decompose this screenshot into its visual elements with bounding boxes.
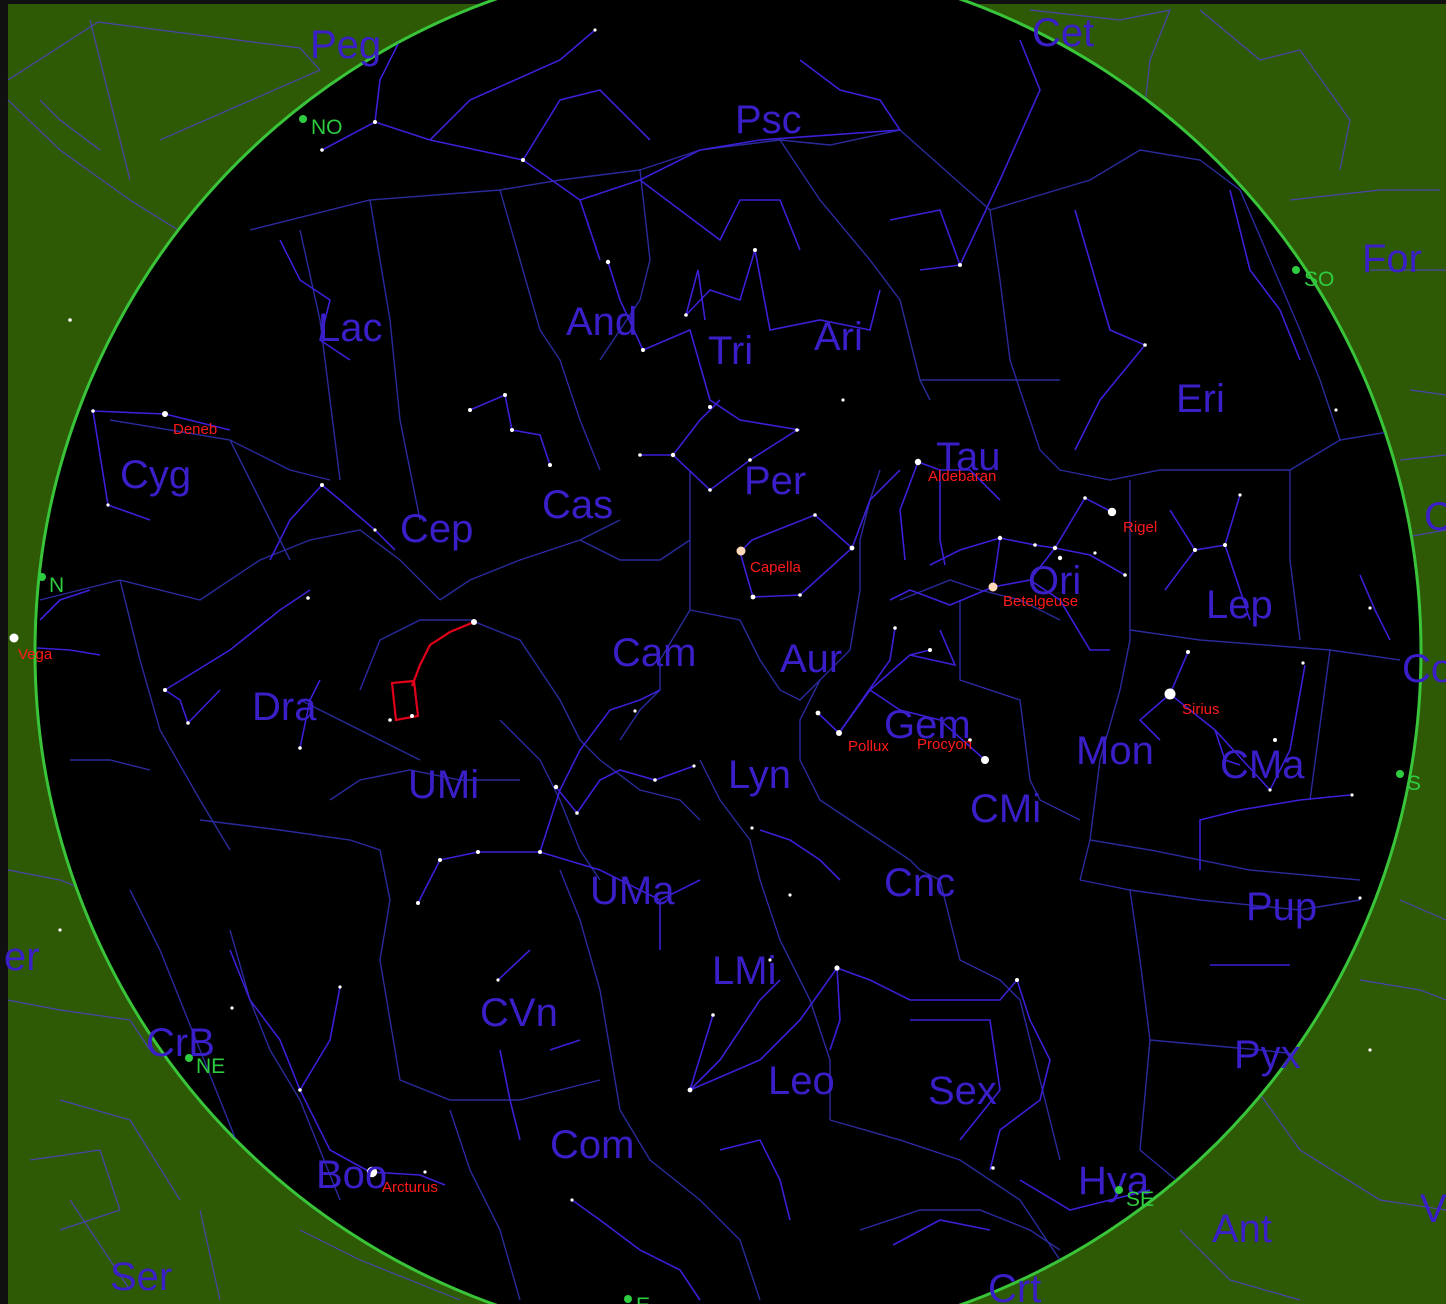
label-pup: Pup [1246,885,1317,929]
label-mon: Mon [1076,729,1154,773]
label-umi: UMi [408,763,479,807]
label-aldebaran: Aldebaran [928,468,996,485]
label-arcturus: Arcturus [382,1179,438,1196]
label-crt: Crt [988,1267,1041,1304]
label-partial-co: Co [1402,647,1446,691]
label-per: Per [744,459,806,503]
label-ari: Ari [814,315,863,359]
direction-ne: NE [196,1055,225,1078]
constellation-figures [36,29,1391,1301]
label-cyg: Cyg [120,453,191,497]
star-betelgeuse [988,582,998,592]
label-lyn: Lyn [728,753,791,797]
label-partial-her: er [4,935,40,979]
label-peg: Peg [310,23,381,67]
label-cep: Cep [400,507,473,551]
label-cam: Cam [612,631,696,675]
label-sirius: Sirius [1182,701,1220,718]
label-ant: Ant [1212,1207,1272,1251]
direction-se: SE [1126,1188,1154,1211]
star-capella [736,546,746,556]
label-leo: Leo [768,1059,835,1103]
label-tau: Tau [936,435,1001,479]
label-partial-v: V [1420,1187,1446,1231]
label-crb: CrB [146,1021,215,1065]
label-cnc: Cnc [884,861,955,905]
label-lmi: LMi [712,949,776,993]
label-tri: Tri [708,329,753,373]
label-betelgeuse: Betelgeuse [1003,593,1078,610]
direction-n: N [49,574,64,597]
label-pyx: Pyx [1234,1033,1301,1077]
star-labels: Deneb Aldebaran Rigel Capella Betelgeuse… [18,421,1220,1196]
label-sex: Sex [928,1069,997,1113]
direction-markers: NO SO N S NE SE E [38,115,1421,1304]
label-partial-c: C [1424,495,1446,539]
constellation-labels: Peg Cet Psc For Lac And Tri Ari Eri Cyg … [4,11,1446,1304]
label-deneb: Deneb [173,421,217,438]
label-eri: Eri [1176,377,1225,421]
direction-so: SO [1304,268,1334,291]
label-cvn: CVn [480,991,558,1035]
label-dra: Dra [252,685,317,729]
direction-s: S [1407,772,1421,795]
label-gem: Gem [884,703,971,747]
stars [9,28,1372,1202]
sky-disc [33,0,1423,1304]
direction-no: NO [311,116,343,139]
label-lac: Lac [318,306,383,350]
label-hya: Hya [1078,1159,1150,1203]
label-rigel: Rigel [1123,519,1157,536]
label-cmi: CMi [970,787,1041,831]
label-boo: Boo [316,1153,387,1197]
label-lep: Lep [1206,583,1273,627]
label-pollux: Pollux [848,738,889,755]
label-ori: Ori [1028,559,1081,603]
label-cas: Cas [542,483,613,527]
label-com: Com [550,1123,634,1167]
label-and: And [566,300,637,344]
ursa-minor-highlight [390,620,475,722]
label-cma: CMa [1220,743,1305,787]
label-ser: Ser [110,1255,172,1299]
direction-e: E [636,1294,650,1304]
label-capella: Capella [750,559,802,576]
label-for: For [1362,237,1422,281]
label-vega: Vega [18,646,53,663]
label-aur: Aur [780,637,842,681]
label-uma: UMa [590,869,675,913]
label-cet: Cet [1032,11,1094,55]
label-procyon: Procyon [917,736,972,753]
label-psc: Psc [735,98,802,142]
